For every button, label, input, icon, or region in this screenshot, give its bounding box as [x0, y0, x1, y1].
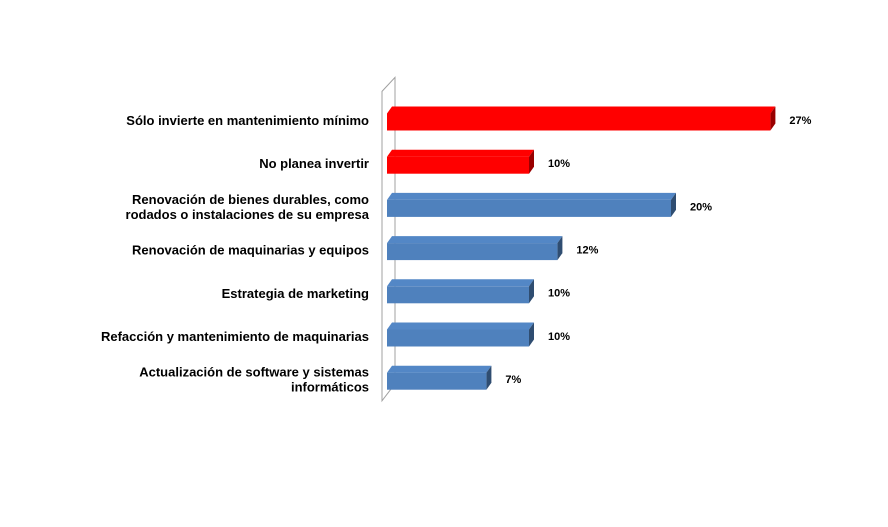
category-label-line: Renovación de bienes durables, como: [132, 192, 369, 207]
category-label: Refacción y mantenimiento de maquinarias: [101, 329, 369, 344]
category-label-line: informáticos: [291, 380, 369, 395]
bar-top-face: [387, 322, 534, 330]
bar-side-face: [529, 149, 534, 174]
bar-5: [387, 279, 534, 304]
bar-side-face: [557, 236, 563, 261]
value-label: 20%: [690, 201, 712, 213]
bar-front-face: [387, 199, 671, 217]
bar-front-face: [387, 329, 529, 347]
bar-side-face: [486, 365, 492, 390]
category-label: No planea invertir: [259, 157, 369, 172]
bar-front-face: [387, 286, 529, 304]
bar-top-face: [387, 365, 492, 373]
category-label-line: Renovación de maquinarias y equipos: [132, 243, 369, 258]
category-label-line: Actualización de software y sistemas: [139, 365, 369, 380]
category-label: Actualización de software y sistemas info…: [139, 365, 369, 395]
category-label-line: Estrategia de marketing: [222, 286, 369, 301]
value-label: 10%: [548, 331, 570, 343]
bar-top-face: [387, 192, 676, 200]
bar-front-face: [387, 243, 558, 261]
bar-side-face: [529, 322, 534, 347]
category-label: Estrategia de marketing: [222, 286, 369, 301]
category-label-line: No planea invertir: [259, 157, 369, 172]
category-label: Renovación de bienes durables, como rodad…: [126, 192, 370, 222]
bar-top-face: [387, 106, 776, 114]
bar-top-face: [387, 236, 563, 244]
value-label: 10%: [548, 288, 570, 300]
bar-side-face: [671, 192, 676, 217]
bar-side-face: [529, 279, 534, 304]
bars: [387, 106, 776, 390]
value-label: 7%: [505, 374, 521, 386]
bar-top-face: [387, 149, 534, 157]
bar-7: [387, 365, 492, 390]
bar-1: [387, 106, 776, 131]
category-label: Sólo invierte en mantenimiento mínimo: [126, 113, 369, 128]
bar-side-face: [770, 106, 776, 131]
bar-3: [387, 192, 676, 217]
category-label-line: Refacción y mantenimiento de maquinarias: [101, 329, 369, 344]
bar-top-face: [387, 279, 534, 287]
category-label: Renovación de maquinarias y equipos: [132, 243, 369, 258]
bar-2: [387, 149, 534, 174]
labels: 27% Sólo invierte en mantenimiento mínimo…: [101, 113, 812, 395]
value-label: 12%: [576, 245, 598, 257]
value-label: 27%: [789, 115, 811, 127]
category-label-line: rodados o instalaciones de su empresa: [126, 207, 370, 222]
bar-front-face: [387, 372, 487, 390]
value-label: 10%: [548, 158, 570, 170]
category-label-line: Sólo invierte en mantenimiento mínimo: [126, 113, 369, 128]
bar-front-face: [387, 113, 771, 131]
bar-front-face: [387, 156, 529, 174]
bar-6: [387, 322, 534, 347]
bar-4: [387, 236, 563, 261]
